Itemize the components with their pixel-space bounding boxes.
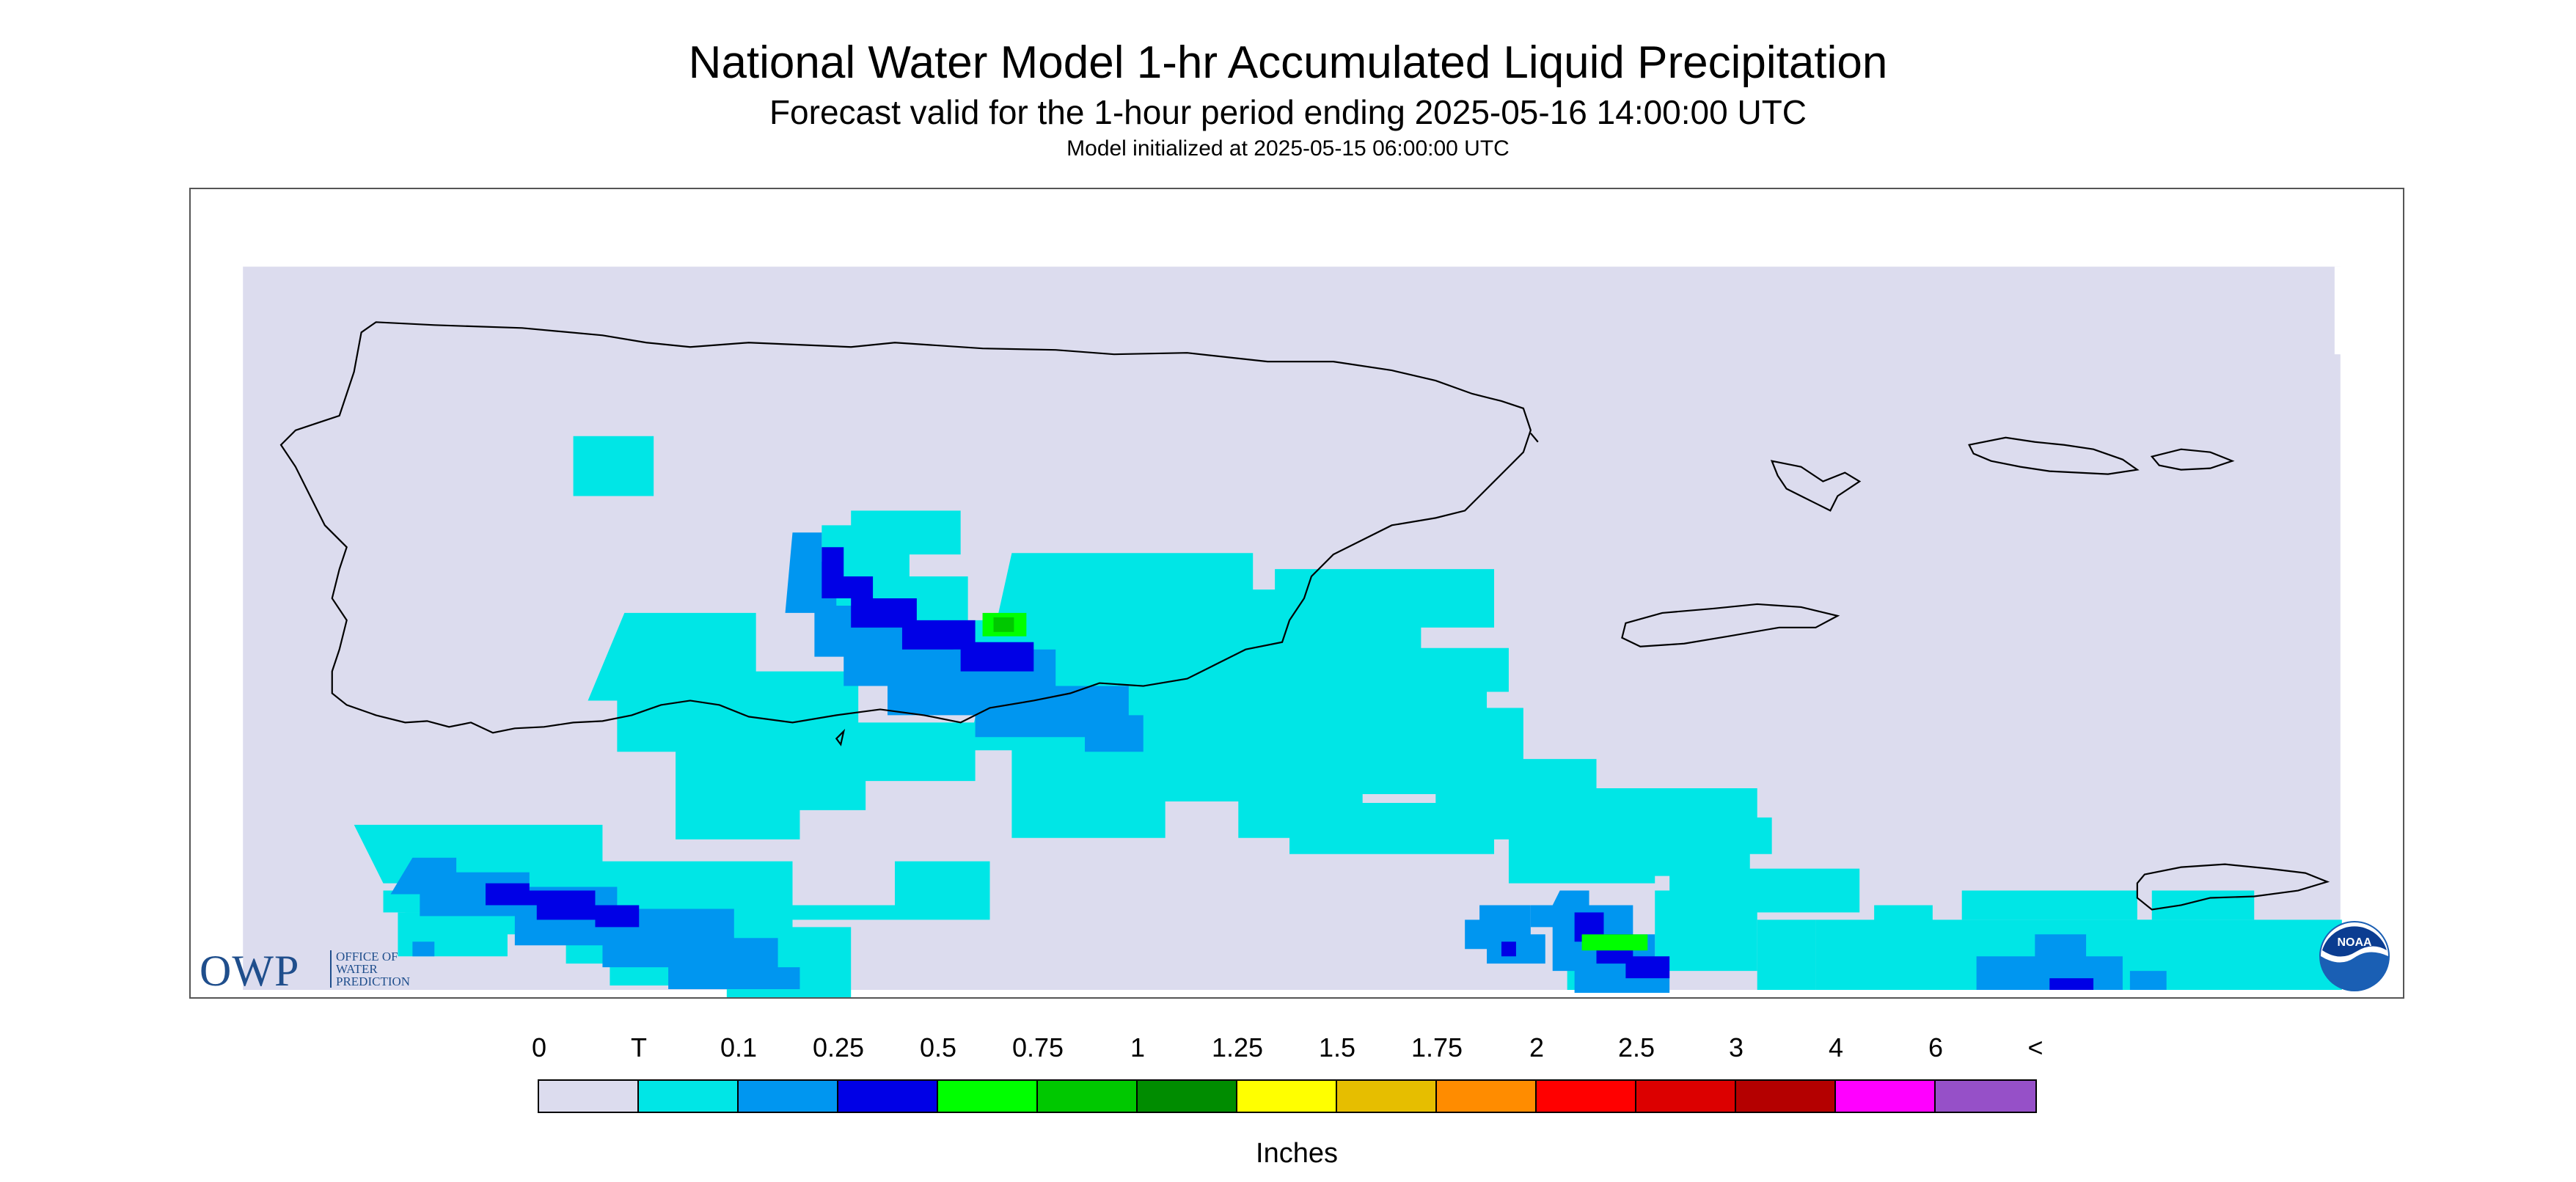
map-subtitle: Forecast valid for the 1-hour period end… [769,93,1807,131]
noaa-logo-text: NOAA [2337,936,2372,949]
legend-swatch [1537,1081,1636,1112]
legend-label: T [631,1032,647,1062]
st-john-outline [2150,448,2235,471]
legend-swatch [1038,1081,1138,1112]
legend-swatch [1636,1081,1736,1112]
legend-label: 1.5 [1318,1032,1356,1062]
vieques-outline [1621,603,1840,647]
st-croix-outline [2136,863,2330,911]
noaa-logo: NOAA [2319,921,2390,991]
legend-label: 2 [1529,1032,1545,1062]
owp-office-text: OFFICE OF WATER PREDICTION [330,950,453,988]
legend-label: 6 [1928,1032,1944,1062]
owp-office-line: WATER [336,962,378,976]
legend-label: 4 [1828,1032,1844,1062]
culebra-outline [1770,460,1862,512]
legend-label: < [2027,1032,2043,1062]
legend-swatch [1437,1081,1537,1112]
legend-swatch [1736,1081,1836,1112]
owp-office-line: OFFICE OF [336,950,398,963]
legend-swatch [539,1081,639,1112]
map-frame [189,188,2404,999]
map-title: National Water Model 1-hr Accumulated Li… [688,37,1888,88]
legend-swatch [1936,1081,2035,1112]
owp-office-line: PREDICTION [336,974,411,988]
legend-label: 1 [1130,1032,1146,1062]
st-thomas-outline [1968,436,2140,475]
precip-trace [354,436,2342,997]
coastlines [279,321,2330,911]
precip-0-75 [993,617,1014,632]
legend-label: 1.25 [1211,1032,1264,1062]
legend-label: 3 [1728,1032,1744,1062]
init-time: Model initialized at 2025-05-15 06:00:00… [1066,136,1510,161]
legend-swatch [938,1081,1038,1112]
legend-swatch [838,1081,938,1112]
legend-swatch [639,1081,739,1112]
legend-label: 0.1 [720,1032,758,1062]
legend-label: 0.25 [812,1032,865,1062]
colorbar [538,1079,2037,1113]
white-strip-right [2334,266,2401,355]
legend-label: 2.5 [1617,1032,1655,1062]
legend-swatch [1237,1081,1337,1112]
puerto-rico-outline [279,321,1532,734]
legend-swatch [1337,1081,1437,1112]
legend-units: Inches [1256,1138,1338,1169]
legend-swatch [1138,1081,1237,1112]
legend-label: 1.75 [1410,1032,1463,1062]
legend-label: 0.75 [1011,1032,1064,1062]
legend-label: 0.5 [919,1032,957,1062]
precip-map [243,266,2401,997]
owp-logo-text: OWP [200,947,300,995]
precip-0-5 [982,612,1648,951]
legend-label: 0 [531,1032,547,1062]
legend-swatch [1836,1081,1936,1112]
legend-swatch [739,1081,838,1112]
